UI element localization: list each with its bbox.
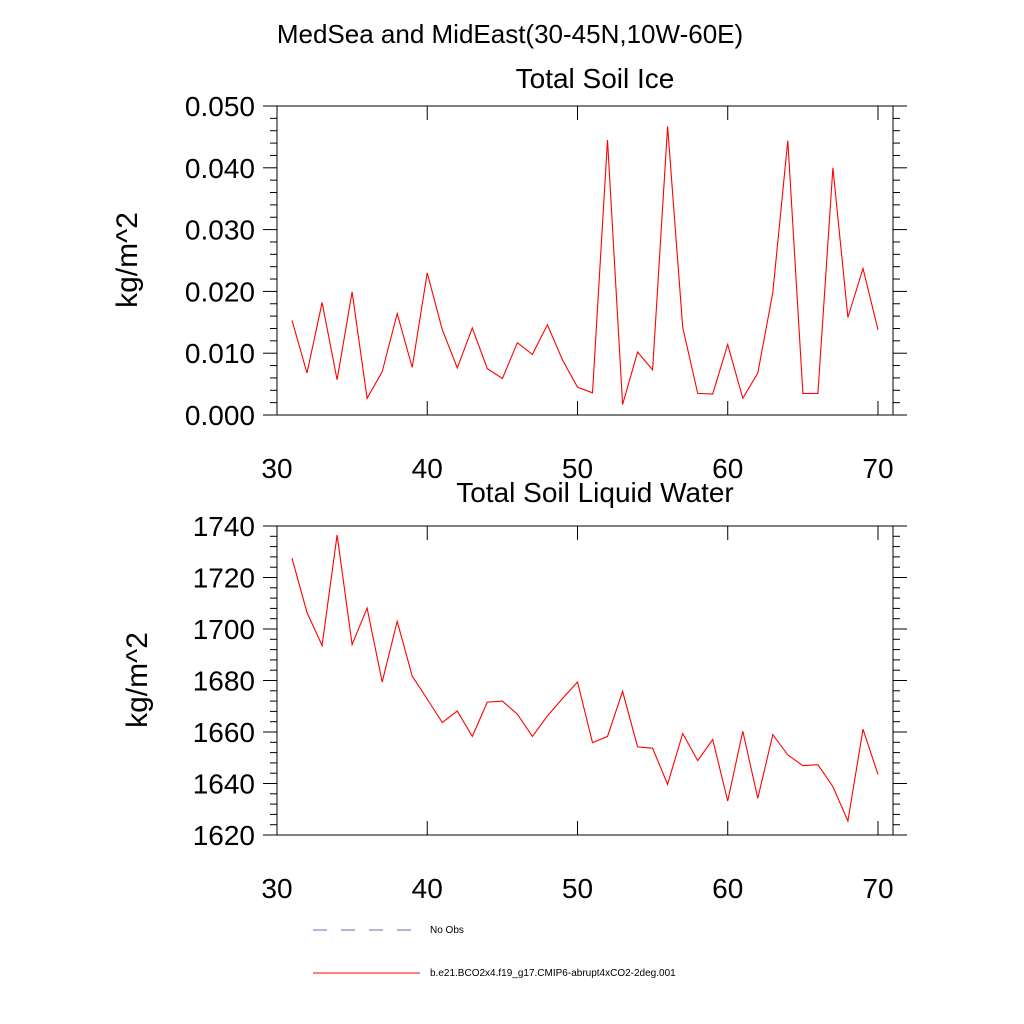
series-line bbox=[291, 126, 879, 405]
x-tick-label: 60 bbox=[712, 873, 743, 904]
y-tick-label: 1700 bbox=[193, 614, 255, 645]
legend-label-no-obs: No Obs bbox=[430, 925, 464, 936]
plot-frame bbox=[276, 105, 894, 416]
legend-entry-no-obs: No Obs bbox=[313, 925, 464, 936]
y-tick-label: 0.010 bbox=[185, 338, 255, 369]
y-tick-label: 1620 bbox=[193, 820, 255, 851]
panel-soil-liquid-water: Total Soil Liquid Water kg/m^2 30 40 50 60 70 1… bbox=[121, 477, 907, 904]
x-tick-label: 70 bbox=[862, 873, 893, 904]
x-tick-label: 30 bbox=[261, 453, 292, 484]
y-tick-label: 1660 bbox=[193, 717, 255, 748]
panel-title: Total Soil Liquid Water bbox=[456, 477, 734, 508]
y-tick-label: 1740 bbox=[193, 511, 255, 542]
y-tick-label: 1720 bbox=[193, 563, 255, 594]
x-tick-label: 50 bbox=[562, 453, 593, 484]
x-tick-label: 50 bbox=[562, 873, 593, 904]
panel-title: Total Soil Ice bbox=[516, 63, 675, 94]
legend: No Obs b.e21.BCO2x4.f19_g17.CMIP6-abrupt… bbox=[313, 925, 676, 979]
x-tick-label: 70 bbox=[862, 453, 893, 484]
y-axis-label: kg/m^2 bbox=[111, 212, 144, 308]
series-line bbox=[291, 534, 879, 824]
legend-label-model: b.e21.BCO2x4.f19_g17.CMIP6-abrupt4xCO2-2… bbox=[430, 968, 676, 979]
legend-entry-model: b.e21.BCO2x4.f19_g17.CMIP6-abrupt4xCO2-2… bbox=[313, 968, 676, 979]
plot-frame bbox=[276, 525, 894, 836]
y-tick-label: 0.030 bbox=[185, 215, 255, 246]
y-tick-label: 1640 bbox=[193, 769, 255, 800]
x-tick-label: 40 bbox=[412, 453, 443, 484]
x-tick-label: 30 bbox=[261, 873, 292, 904]
y-axis-label: kg/m^2 bbox=[121, 632, 154, 728]
y-tick-label: 0.050 bbox=[185, 91, 255, 122]
x-tick-label: 60 bbox=[712, 453, 743, 484]
y-tick-label: 0.020 bbox=[185, 276, 255, 307]
y-tick-label: 0.000 bbox=[185, 400, 255, 431]
panel-soil-ice: Total Soil Ice kg/m^2 30 40 50 60 70 0.000 0.010… bbox=[111, 63, 907, 484]
y-tick-label: 0.040 bbox=[185, 153, 255, 184]
figure-title: MedSea and MidEast(30-45N,10W-60E) bbox=[277, 19, 743, 49]
x-tick-label: 40 bbox=[412, 873, 443, 904]
y-tick-label: 1680 bbox=[193, 666, 255, 697]
